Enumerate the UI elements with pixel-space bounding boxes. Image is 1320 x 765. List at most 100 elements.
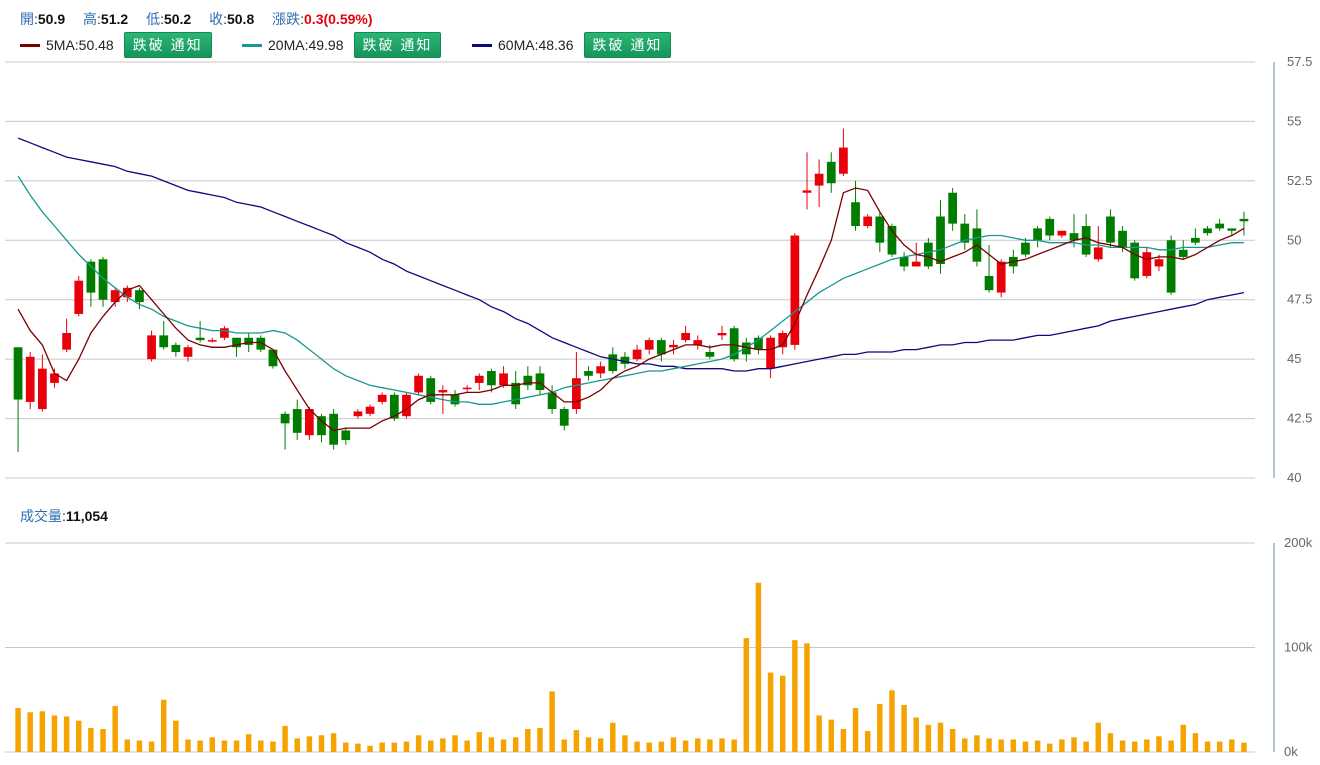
candle (596, 361, 606, 379)
candle (923, 237, 933, 269)
volume-bar (901, 704, 907, 752)
volume-bar (343, 742, 349, 752)
candle-body (778, 332, 788, 348)
candle-body (122, 287, 132, 298)
ma60-label: 60MA:48.36 (498, 37, 574, 53)
volume-tick-label: 0k (1284, 744, 1298, 759)
candle-body (438, 390, 448, 393)
volume-bar (1059, 739, 1065, 752)
candle-body (147, 335, 156, 360)
candle-body (414, 375, 423, 393)
candle-body (268, 349, 278, 367)
candle-body (329, 413, 339, 445)
volume-bar (1131, 741, 1138, 752)
volume-bar (512, 737, 519, 752)
volume-bar (877, 703, 883, 752)
volume-bar (634, 741, 640, 752)
candle-body (474, 375, 484, 383)
candle-body (487, 371, 496, 386)
volume-bar (610, 722, 616, 752)
candle (863, 214, 873, 229)
candle-body (402, 394, 411, 417)
candle-body (1227, 228, 1237, 231)
candle-body (1057, 230, 1067, 236)
volume-bar (270, 741, 276, 752)
candle-body (1203, 228, 1212, 234)
candle (110, 287, 120, 307)
close-label: 收 (209, 11, 224, 27)
candle-body (1069, 233, 1079, 241)
ma20-alert-button[interactable]: 跌破 通知 (353, 32, 442, 58)
candle (268, 349, 278, 369)
ma60-legend: 60MA:48.36 跌破 通知 (472, 32, 672, 58)
candle (304, 406, 314, 440)
candle (778, 330, 788, 355)
ma60-line (17, 137, 1245, 372)
volume-bar (864, 731, 871, 752)
candle-body (923, 242, 933, 267)
volume-bar (525, 729, 531, 752)
candle-body (741, 342, 751, 355)
candle (1093, 226, 1103, 262)
low-value: 50.2 (163, 11, 192, 27)
volume-bar (743, 638, 750, 752)
ma20-swatch (242, 43, 262, 47)
candle-body (426, 378, 436, 402)
volume-bar (731, 739, 737, 752)
volume-bar (391, 742, 398, 752)
candle (572, 352, 581, 414)
volume-bar (476, 732, 483, 752)
candle-body (693, 340, 703, 345)
volume-bar (1156, 736, 1162, 752)
volume-bar (792, 640, 798, 752)
candle-body (74, 280, 84, 314)
volume-bar (258, 740, 264, 752)
candle (25, 352, 35, 410)
volume-bar (173, 720, 179, 752)
candle (729, 325, 739, 362)
candle-body (960, 223, 970, 243)
candle (1166, 235, 1176, 295)
volume-bar (561, 739, 567, 752)
candle-body (656, 340, 666, 355)
price-tick-label: 55 (1287, 113, 1301, 128)
candle-body (280, 413, 290, 424)
candle (996, 259, 1006, 298)
volume-bar (318, 735, 325, 752)
candle (207, 337, 217, 343)
volume-bar (585, 737, 592, 752)
volume-bar (986, 738, 992, 752)
volume-bar (1034, 740, 1041, 752)
candle (426, 375, 436, 405)
candle (402, 392, 411, 419)
candle (1057, 230, 1067, 238)
candle-body (1081, 226, 1091, 255)
ma5-alert-button[interactable]: 跌破 通知 (123, 32, 212, 58)
candle-body (754, 337, 763, 350)
candle-body (499, 373, 508, 386)
candle-body (292, 409, 302, 433)
candle-body (705, 352, 715, 357)
candle (547, 385, 557, 414)
volume-bar (695, 738, 701, 752)
volume-bar (1180, 724, 1186, 752)
candle-body (207, 340, 217, 342)
candle-body (25, 356, 35, 402)
volume-bar (39, 711, 46, 752)
volume-bar (1022, 741, 1029, 752)
candle (669, 340, 678, 355)
volume-bar (100, 729, 106, 752)
volume-bar (209, 737, 215, 752)
volume-bar (1229, 739, 1235, 752)
candle-body (535, 373, 545, 391)
candle-body (1166, 240, 1176, 293)
volume-bar (1095, 722, 1102, 752)
candle (74, 275, 84, 317)
candle-body (1045, 218, 1055, 236)
candle-body (996, 261, 1006, 293)
candle-body (717, 332, 727, 336)
candle (1239, 211, 1249, 236)
ma60-alert-button[interactable]: 跌破 通知 (583, 32, 672, 58)
candle-body (1033, 228, 1042, 241)
